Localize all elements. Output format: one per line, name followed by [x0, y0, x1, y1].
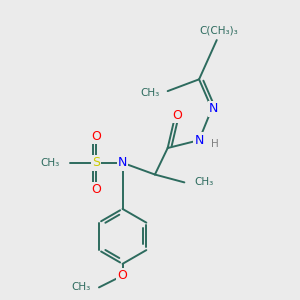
Text: O: O [172, 109, 182, 122]
Text: O: O [118, 269, 128, 282]
Text: O: O [91, 183, 101, 196]
Text: S: S [92, 156, 100, 169]
Text: N: N [209, 102, 218, 115]
Text: N: N [194, 134, 204, 147]
Text: CH₃: CH₃ [141, 88, 160, 98]
Text: CH₃: CH₃ [72, 282, 91, 292]
Text: C(CH₃)₃: C(CH₃)₃ [199, 25, 238, 35]
Text: N: N [118, 156, 127, 169]
Text: O: O [91, 130, 101, 143]
Text: H: H [211, 139, 219, 149]
Text: CH₃: CH₃ [194, 177, 213, 188]
Text: CH₃: CH₃ [40, 158, 60, 168]
